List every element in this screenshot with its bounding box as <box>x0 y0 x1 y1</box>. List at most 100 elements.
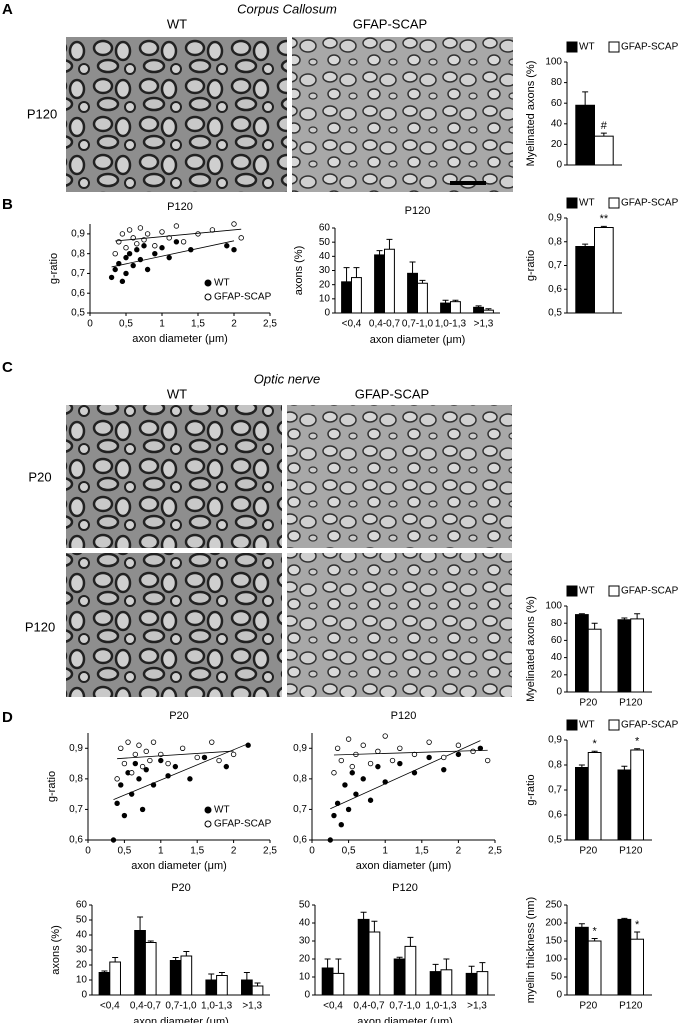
legend-swatch <box>204 820 212 828</box>
legend-swatch <box>204 806 212 814</box>
y-tick-label: 40 <box>319 251 331 262</box>
x-tick-label: P120 <box>619 698 643 709</box>
y-tick-label: 30 <box>319 265 331 276</box>
point <box>238 235 244 241</box>
point <box>338 757 344 764</box>
chart-title: P120 <box>167 201 193 213</box>
bar <box>205 979 218 996</box>
y-tick-label: 60 <box>76 900 88 911</box>
y-tick-label: 0 <box>556 687 562 698</box>
y-axis-label: g-ratio <box>46 771 58 802</box>
legend-label: WT <box>579 586 595 597</box>
error-bar <box>621 617 628 620</box>
error-bar <box>376 250 383 255</box>
point <box>441 766 447 773</box>
error-bar <box>578 613 585 615</box>
y-tick-label: 40 <box>299 918 311 929</box>
panel-letter: A <box>2 1 13 18</box>
y-tick-label: 10 <box>319 293 331 304</box>
micrograph <box>287 553 512 697</box>
trend-line <box>333 749 488 756</box>
point <box>126 227 133 233</box>
point <box>382 733 388 739</box>
error-bar <box>101 970 108 973</box>
point <box>173 223 180 229</box>
bar <box>134 930 146 996</box>
error-bar <box>112 957 119 962</box>
bar <box>241 979 253 996</box>
point <box>375 748 381 755</box>
point <box>119 278 126 285</box>
point <box>143 766 149 773</box>
bar <box>587 940 602 996</box>
point <box>136 742 142 748</box>
point <box>484 757 491 764</box>
y-tick-label: 10 <box>76 975 88 986</box>
bar <box>483 309 494 314</box>
x-tick-label: >1,3 <box>474 319 494 330</box>
x-tick-label: 0,4-0,7 <box>130 1001 162 1012</box>
y-axis-label: myelin thickness (nm) <box>525 897 537 1003</box>
error-bar <box>371 920 378 932</box>
x-tick-label: 1,0-1,3 <box>201 1001 233 1012</box>
point <box>360 742 366 748</box>
y-axis-label: g-ratio <box>525 774 537 805</box>
error-bar <box>172 957 179 961</box>
y-tick-label: 0 <box>304 990 310 1001</box>
bar <box>575 104 595 166</box>
point <box>345 806 352 813</box>
error-bar <box>578 764 585 768</box>
point <box>224 243 230 249</box>
bar <box>476 971 489 996</box>
point <box>345 736 352 742</box>
y-tick-label: 100 <box>545 57 562 68</box>
x-axis-label: axon diameter (μm) <box>370 334 466 346</box>
chart-title: P20 <box>169 710 189 722</box>
y-tick-label: 0,9 <box>71 229 85 240</box>
x-tick-label: 1 <box>159 319 165 330</box>
error-bar <box>582 91 589 106</box>
y-tick-label: 0 <box>81 990 87 1001</box>
legend-label: GFAP-SCAP <box>621 720 679 731</box>
x-tick-label: P120 <box>619 846 643 857</box>
point <box>338 822 344 828</box>
error-bar <box>621 917 628 920</box>
point <box>477 745 484 751</box>
y-tick-label: 200 <box>545 918 562 929</box>
x-tick-label: 0,4-0,7 <box>353 1001 385 1012</box>
point <box>397 760 403 767</box>
x-tick-label: >1,3 <box>242 1001 262 1012</box>
x-tick-label: 0,4-0,7 <box>369 319 401 330</box>
bar <box>169 960 182 996</box>
point <box>123 254 129 261</box>
point <box>139 763 146 770</box>
y-tick-label: 0,5 <box>548 835 562 846</box>
point <box>137 225 144 231</box>
bar <box>393 958 406 996</box>
legend-label: GFAP-SCAP <box>621 586 679 597</box>
section-title: Corpus Callosum <box>237 1 337 16</box>
legend-swatch <box>566 197 578 209</box>
y-tick-label: 0,7 <box>548 260 562 271</box>
legend-swatch <box>566 719 578 731</box>
y-tick-label: 20 <box>319 279 331 290</box>
point <box>367 797 374 803</box>
point <box>119 231 126 237</box>
error-bar <box>634 613 641 619</box>
bar <box>109 961 121 996</box>
legend-swatch <box>608 719 620 731</box>
section-title: Optic nerve <box>254 371 320 386</box>
point <box>130 262 136 269</box>
point <box>112 266 118 273</box>
y-tick-label: 0,7 <box>71 268 85 279</box>
x-tick-label: 0 <box>309 846 315 857</box>
point <box>158 757 164 764</box>
point <box>360 776 366 782</box>
x-tick-label: 2,5 <box>263 846 277 857</box>
bar <box>417 282 428 314</box>
x-tick-label: 1 <box>158 846 164 857</box>
error-bar <box>634 748 641 750</box>
chart-title: P120 <box>405 205 431 217</box>
y-tick-label: 50 <box>76 915 88 926</box>
